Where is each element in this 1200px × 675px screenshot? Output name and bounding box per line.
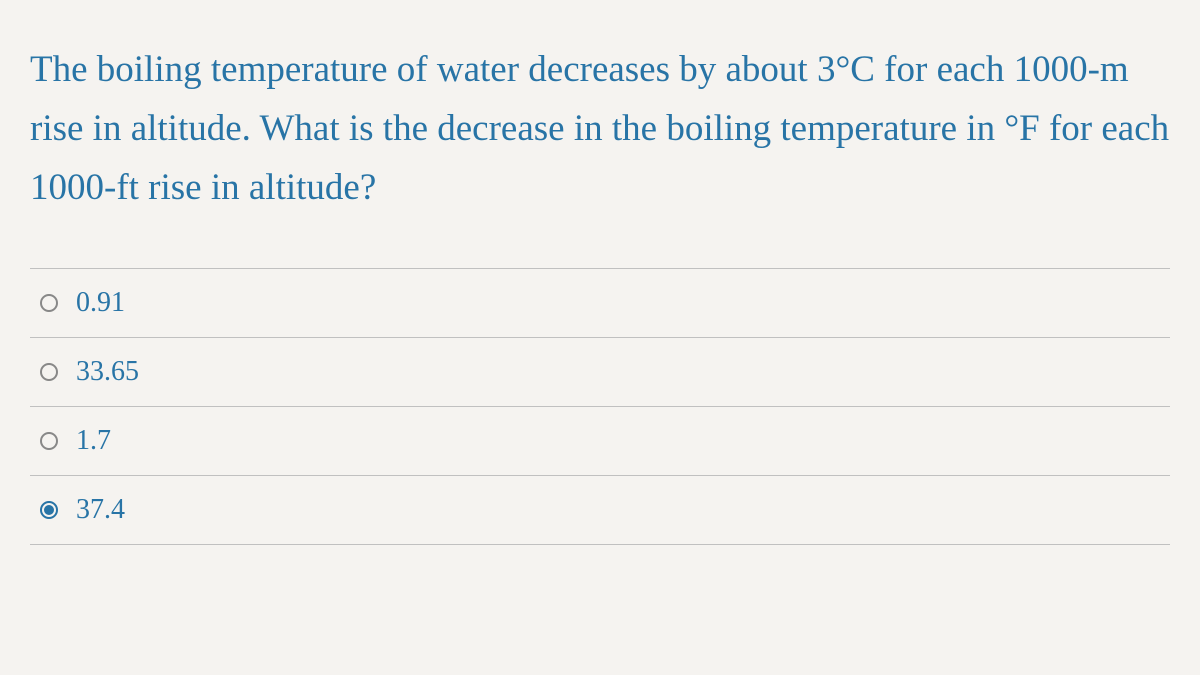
option-label-1: 33.65 (76, 356, 139, 388)
option-row-2[interactable]: 1.7 (30, 407, 1170, 476)
option-row-0[interactable]: 0.91 (30, 268, 1170, 338)
options-list: 0.91 33.65 1.7 37.4 (30, 268, 1170, 545)
option-label-0: 0.91 (76, 287, 125, 319)
option-row-1[interactable]: 33.65 (30, 338, 1170, 407)
option-label-3: 37.4 (76, 494, 125, 526)
option-label-2: 1.7 (76, 425, 111, 457)
radio-button-0[interactable] (40, 294, 58, 312)
radio-button-1[interactable] (40, 363, 58, 381)
radio-button-3[interactable] (40, 501, 58, 519)
radio-button-2[interactable] (40, 432, 58, 450)
question-text: The boiling temperature of water decreas… (30, 40, 1170, 218)
radio-inner-icon (44, 505, 54, 515)
option-row-3[interactable]: 37.4 (30, 476, 1170, 545)
